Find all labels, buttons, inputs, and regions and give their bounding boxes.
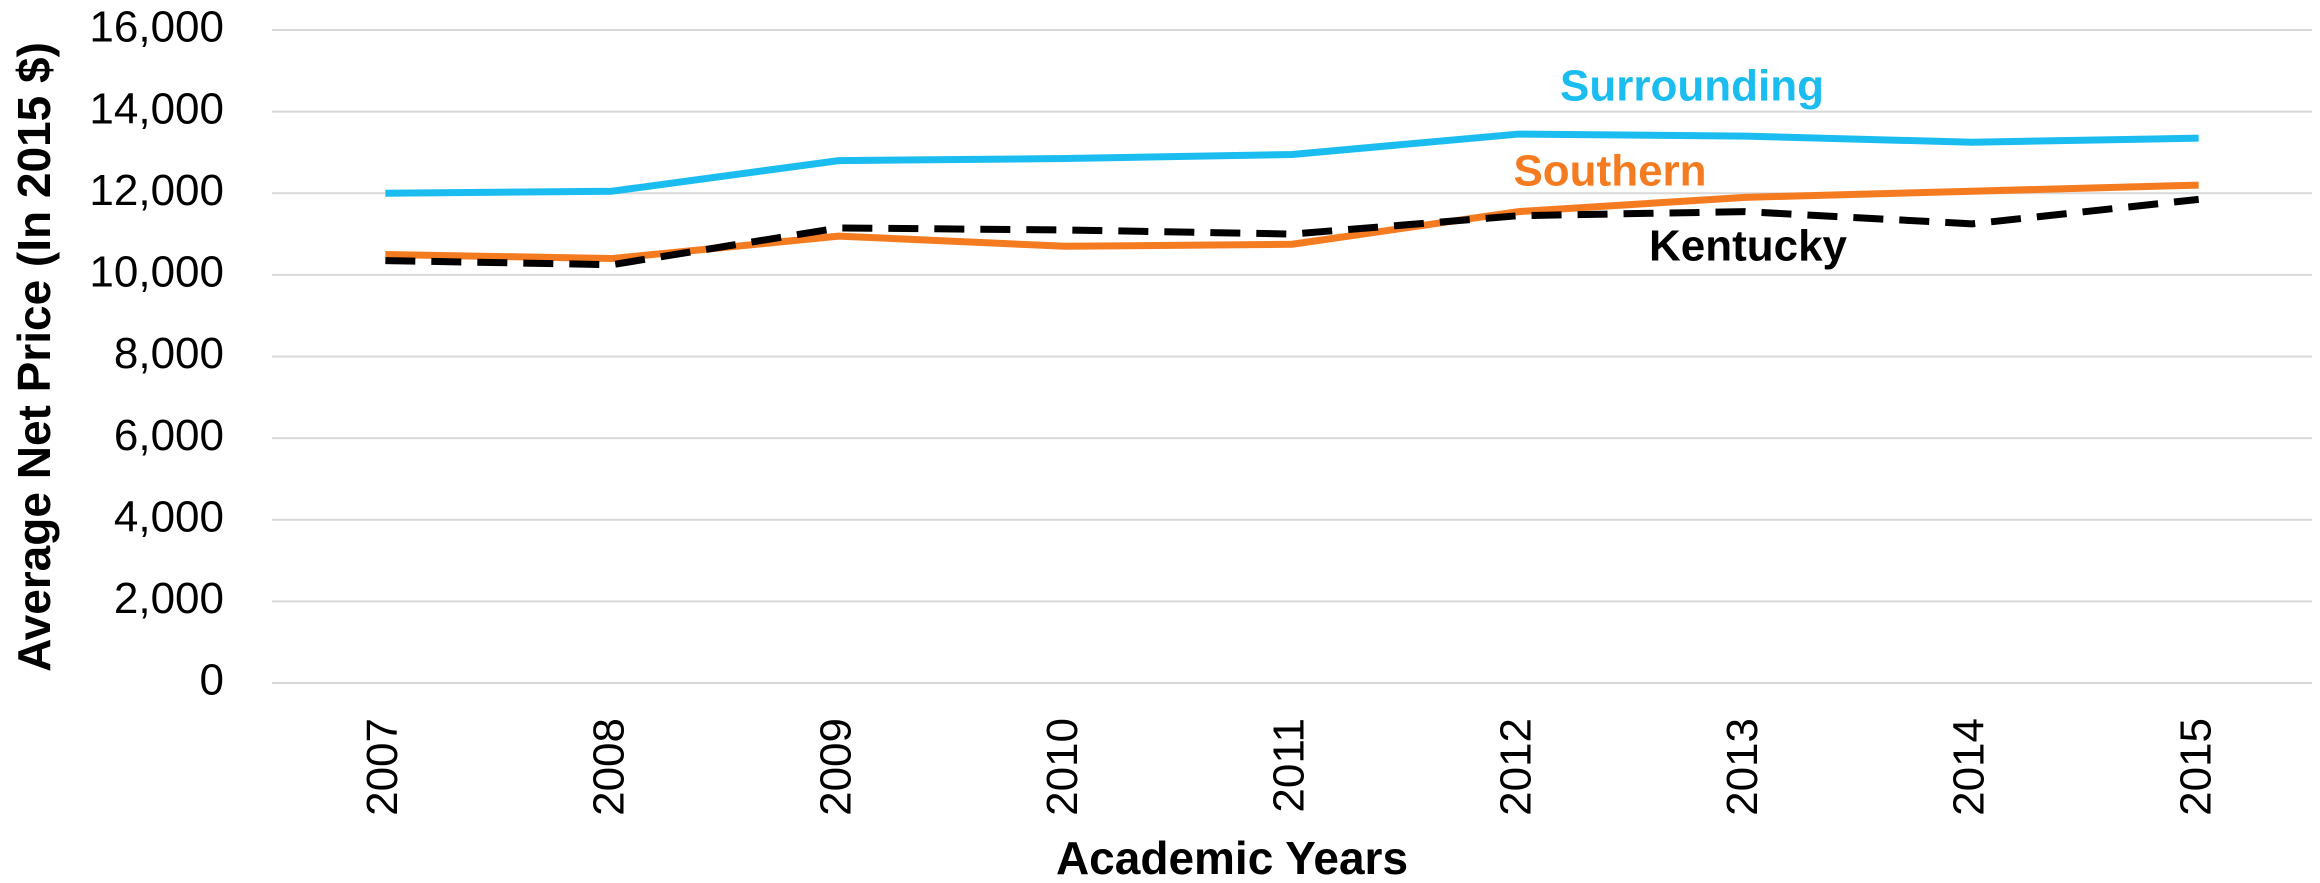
- series-label: Kentucky: [1649, 222, 1848, 271]
- x-tick-label: 2009: [811, 718, 860, 816]
- x-tick-label: 2015: [2171, 718, 2220, 816]
- series-line: [385, 130, 2199, 197]
- series-label: Southern: [1513, 147, 1706, 196]
- x-tick-label: 2007: [358, 718, 407, 816]
- x-tick-label: 2013: [1718, 718, 1767, 816]
- y-tick-label: 16,000: [89, 3, 224, 52]
- x-axis-title: Academic Years: [1056, 832, 1408, 883]
- y-tick-label: 8,000: [114, 329, 224, 378]
- y-tick-label: 6,000: [114, 411, 224, 460]
- x-tick-label: 2014: [1945, 718, 1994, 816]
- y-tick-label: 14,000: [89, 84, 224, 133]
- x-tick-label: 2008: [585, 718, 634, 816]
- y-tick-label: 2,000: [114, 574, 224, 623]
- y-tick-label: 0: [200, 656, 224, 705]
- y-tick-label: 10,000: [89, 248, 224, 297]
- x-tick-label: 2011: [1265, 718, 1314, 813]
- x-tick-label: 2012: [1491, 718, 1540, 816]
- y-tick-label: 4,000: [114, 492, 224, 541]
- y-axis-title: Average Net Price (In 2015 $): [8, 42, 60, 672]
- series-label: Surrounding: [1560, 62, 1824, 111]
- y-tick-label: 12,000: [89, 166, 224, 215]
- series-line: [385, 195, 2200, 269]
- x-tick-label: 2010: [1038, 718, 1087, 816]
